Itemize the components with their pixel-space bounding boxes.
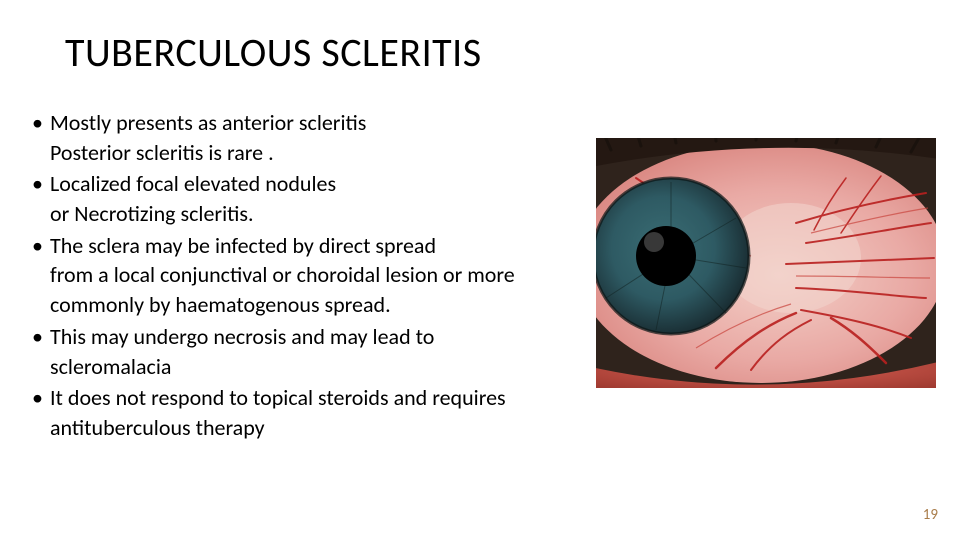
bullet-item: It does not respond to topical steroids … — [32, 383, 592, 442]
slide-title: TUBERCULOUS SCLERITIS — [65, 28, 482, 77]
bullet-item: Mostly presents as anterior scleritis Po… — [32, 108, 592, 167]
bullet-main: The sclera may be infected by direct spr… — [50, 232, 436, 259]
bullet-main: Localized focal elevated nodules — [50, 170, 336, 197]
clinical-photo — [596, 138, 936, 388]
bullet-list: Mostly presents as anterior scleritis Po… — [32, 108, 592, 445]
bullet-item: This may undergo necrosis and may lead t… — [32, 322, 592, 381]
bullet-sub: Posterior scleritis is rare . — [50, 138, 592, 168]
bullet-main: It does not respond to topical steroids … — [50, 384, 506, 411]
bullet-main: Mostly presents as anterior scleritis — [50, 109, 366, 136]
bullet-sub: scleromalacia — [50, 352, 592, 382]
bullet-sub: antituberculous therapy — [50, 413, 592, 443]
page-number: 19 — [923, 506, 938, 524]
bullet-sub: from a local conjunctival or choroidal l… — [50, 260, 592, 319]
bullet-item: Localized focal elevated nodules or Necr… — [32, 169, 592, 228]
bullet-item: The sclera may be infected by direct spr… — [32, 231, 592, 320]
eye-illustration-icon — [596, 138, 936, 388]
bullet-main: This may undergo necrosis and may lead t… — [50, 323, 434, 350]
bullet-sub: or Necrotizing scleritis. — [50, 199, 592, 229]
